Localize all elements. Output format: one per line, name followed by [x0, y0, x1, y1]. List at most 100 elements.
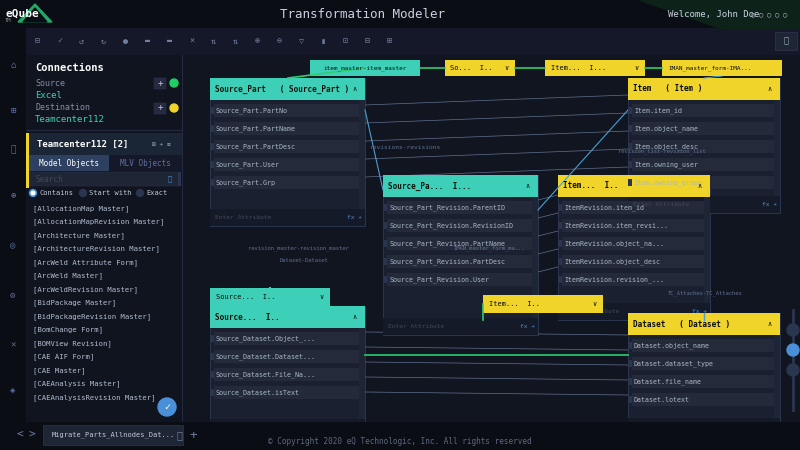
Text: +: + [190, 428, 197, 441]
Text: Dataset.lotext: Dataset.lotext [634, 396, 690, 402]
Text: Source_Part.PartNo: Source_Part.PartNo [216, 107, 288, 114]
Bar [632, 104, 776, 117]
Bar [214, 122, 361, 135]
Text: <: < [17, 430, 23, 440]
Text: Source_Part.User: Source_Part.User [216, 161, 280, 168]
Bar [632, 357, 776, 370]
Text: Source_Dataset.File_Na...: Source_Dataset.File_Na... [216, 371, 316, 378]
Text: Source_Part_Revision.User: Source_Part_Revision.User [389, 276, 489, 283]
Text: ∧: ∧ [768, 321, 772, 327]
Text: fx +: fx + [347, 215, 362, 220]
Bar [214, 104, 361, 117]
Text: IMAN_master_form_ma...: IMAN_master_form_ma... [453, 245, 525, 251]
Text: Source_Pa...  I...: Source_Pa... I... [388, 181, 471, 190]
Bar [628, 360, 632, 367]
Text: item_master-item_master: item_master-item_master [323, 65, 406, 71]
Text: Dataset.file_name: Dataset.file_name [634, 378, 702, 385]
Polygon shape [18, 4, 52, 22]
Text: Enter Attribute: Enter Attribute [215, 215, 271, 220]
Text: Dataset   ( Dataset ): Dataset ( Dataset ) [633, 320, 730, 328]
Bar [214, 368, 361, 381]
Bar [387, 237, 534, 250]
Text: ◯: ◯ [750, 11, 754, 17]
Bar [628, 313, 780, 435]
Bar [387, 201, 534, 214]
Text: Source...  I..: Source... I.. [216, 294, 275, 300]
Bar [0, 0, 115, 28]
Text: So...  I..: So... I.. [450, 65, 493, 71]
Text: [ArcWeldRevision Master]: [ArcWeldRevision Master] [33, 286, 138, 293]
Text: [BidPackageRevision Master]: [BidPackageRevision Master] [33, 313, 151, 320]
Text: ▬: ▬ [167, 36, 172, 45]
Text: Source_Part_Revision.PartDesc: Source_Part_Revision.PartDesc [389, 258, 505, 265]
Bar [210, 306, 365, 328]
Bar [545, 60, 645, 76]
Bar [628, 179, 632, 186]
Bar [359, 100, 365, 209]
Text: Item.object_name: Item.object_name [634, 125, 698, 132]
Text: ↺: ↺ [79, 36, 84, 45]
Bar [210, 209, 365, 226]
Text: ×: × [189, 36, 194, 45]
Circle shape [30, 189, 37, 197]
Text: ∧: ∧ [698, 183, 702, 189]
Text: ◯: ◯ [782, 11, 786, 17]
Text: ⊕: ⊕ [255, 36, 260, 45]
Text: ⇅: ⇅ [233, 36, 238, 45]
Text: Source_Dataset.Dataset...: Source_Dataset.Dataset... [216, 353, 316, 360]
Bar [628, 196, 780, 213]
Bar [29, 172, 179, 186]
Text: ⊕: ⊕ [10, 190, 16, 199]
Text: Source_Part   ( Source_Part ): Source_Part ( Source_Part ) [215, 85, 349, 94]
Text: MLV Objects: MLV Objects [119, 158, 170, 167]
Text: ✕: ✕ [10, 341, 16, 350]
Bar [628, 143, 632, 150]
Text: [ArchitectureRevision Master]: [ArchitectureRevision Master] [33, 246, 160, 252]
Bar [558, 240, 562, 247]
Bar [210, 107, 214, 114]
Text: ∨: ∨ [593, 301, 597, 307]
Text: IMAN_master_form-IMA...: IMAN_master_form-IMA... [668, 65, 751, 71]
Text: ItemRevision.item_id: ItemRevision.item_id [564, 204, 644, 211]
Text: [AllocationMapRevision Master]: [AllocationMapRevision Master] [33, 219, 164, 225]
Bar [0, 422, 800, 450]
Text: Transformation Modeler: Transformation Modeler [280, 8, 445, 21]
Text: Source_Part_Revision.PartName: Source_Part_Revision.PartName [389, 240, 505, 247]
Bar [558, 258, 562, 265]
Text: ▽: ▽ [299, 36, 304, 45]
Text: fx +: fx + [692, 309, 707, 314]
Text: Item...  I..: Item... I.. [489, 301, 540, 307]
Bar [383, 258, 387, 265]
Bar [154, 78, 166, 89]
Text: +: + [158, 78, 162, 87]
Bar [43, 425, 183, 445]
Text: Contains: Contains [39, 190, 73, 196]
Text: Enter Attribute: Enter Attribute [388, 324, 444, 329]
Text: ●: ● [123, 36, 128, 45]
Bar [387, 219, 534, 232]
Text: fx +: fx + [520, 324, 535, 329]
Bar [210, 125, 214, 132]
Text: Source: Source [35, 78, 65, 87]
Text: ⊞: ⊞ [10, 105, 16, 114]
Bar [210, 288, 330, 306]
Text: ItemRevision.object_na...: ItemRevision.object_na... [564, 240, 664, 247]
Text: Item.item_id: Item.item_id [634, 107, 682, 114]
Bar [558, 222, 562, 229]
Text: ⊟: ⊟ [35, 36, 40, 45]
Circle shape [79, 189, 86, 197]
Text: Source_Part_Revision.ParentID: Source_Part_Revision.ParentID [389, 204, 505, 211]
Bar [154, 103, 166, 114]
Text: Dataset-Dataset: Dataset-Dataset [280, 258, 329, 263]
Text: Enter Attribute: Enter Attribute [633, 424, 690, 429]
Bar [632, 176, 776, 189]
Bar [210, 335, 214, 342]
Bar [214, 158, 361, 171]
Bar [628, 78, 780, 213]
Text: ◎: ◎ [10, 240, 16, 249]
Text: ∧: ∧ [768, 86, 772, 92]
Bar [0, 0, 800, 28]
Bar [109, 155, 182, 171]
Circle shape [170, 104, 178, 112]
Text: [CAEAnalysis Master]: [CAEAnalysis Master] [33, 381, 121, 387]
